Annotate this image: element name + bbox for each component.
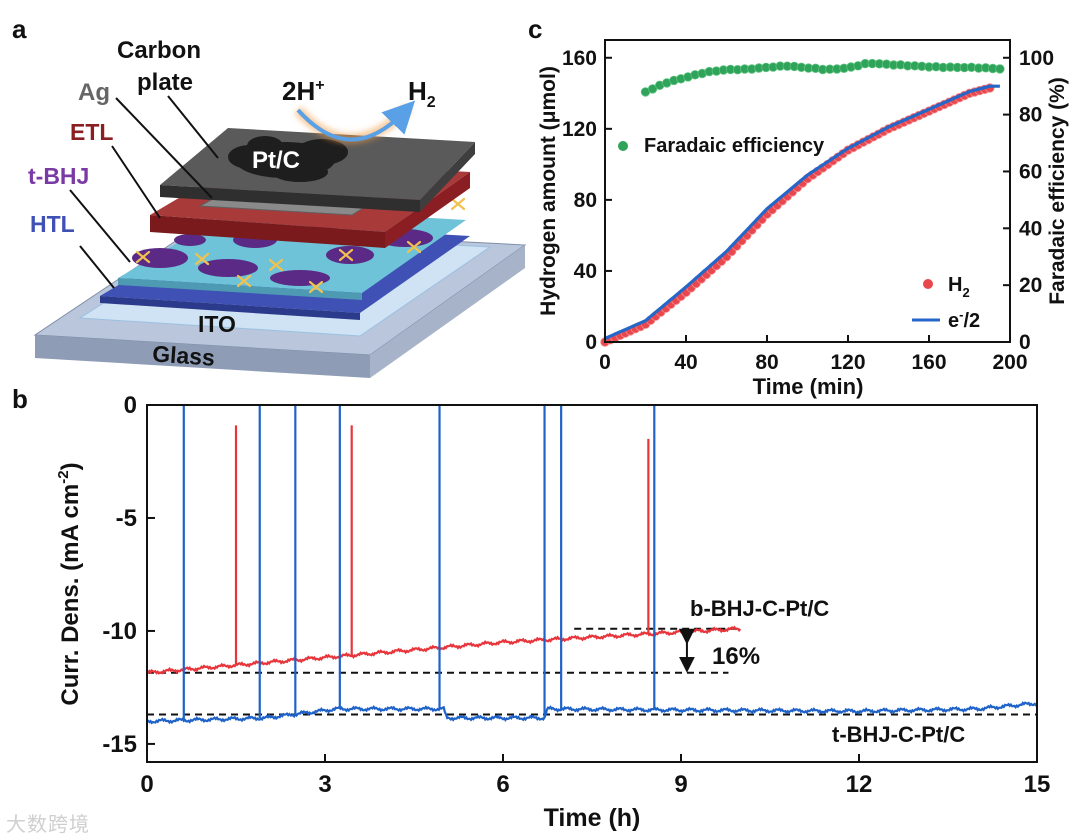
label-carbon-2: plate — [137, 69, 193, 96]
legend-h2-label: H2 — [948, 274, 970, 300]
carbon-plate-side — [420, 142, 475, 212]
c-ytick-label: 0 — [585, 331, 597, 354]
b-ytick-label: -10 — [102, 618, 137, 645]
c-ytick-right-label: 80 — [1019, 104, 1042, 127]
b-ytick-label: -15 — [102, 731, 137, 758]
label-ito: ITO — [198, 311, 236, 337]
c-xtick-label: 200 — [992, 351, 1027, 374]
b-xtick-label: 3 — [318, 771, 331, 798]
b-xtick-label: 6 — [496, 771, 509, 798]
b-ytick-label: 0 — [124, 392, 137, 419]
c-ytick-label: 120 — [562, 118, 597, 141]
trace-b-bhj — [146, 625, 742, 675]
device-schematic: Pt/C 2H+ H2 Carbon plate Ag ETL t-BHJ HT… — [28, 37, 527, 378]
c-ytick-label: 40 — [574, 260, 597, 283]
chart-current-density: 0 3 6 9 12 15 0 -5 -10 -15 Time (h) Curr. Dens. (… — [55, 392, 1050, 832]
chart-b-marks — [146, 405, 1038, 725]
legend-fe-marker — [618, 141, 628, 151]
label-etl: ETL — [70, 119, 113, 145]
annotation-t-label: t-BHJ-C-Pt/C — [832, 722, 965, 747]
star-markers — [135, 197, 466, 294]
b-xtick-label: 12 — [846, 771, 873, 798]
label-ptc: Pt/C — [252, 147, 300, 174]
chart-b-axes: 0 3 6 9 12 15 0 -5 -10 -15 — [102, 392, 1050, 798]
label-htl: HTL — [30, 211, 75, 237]
leader-etl — [111, 145, 161, 219]
c-ytick-right-label: 0 — [1019, 331, 1031, 354]
etl-layer-side — [385, 172, 470, 248]
c-ytick-right-label: 100 — [1019, 47, 1054, 70]
legend-fe-label: Faradaic efficiency — [644, 135, 825, 157]
c-xtick-label: 80 — [755, 351, 778, 374]
panel-label-c: c — [528, 14, 542, 44]
chart-c-marks — [600, 58, 1005, 347]
panel-label-a: a — [12, 14, 27, 44]
chart-c-ylabel: Hydrogen amount (μmol) — [537, 66, 560, 316]
htl-layer-front — [100, 296, 360, 320]
c-xtick-label: 160 — [911, 351, 946, 374]
b-xtick-label: 15 — [1024, 771, 1051, 798]
c-point-fe — [995, 64, 1005, 74]
reaction-arrow — [296, 100, 416, 142]
legend-h2-marker — [923, 279, 933, 289]
label-reactant: 2H+ — [282, 76, 325, 106]
ptc-catalyst — [228, 136, 348, 182]
carbon-plate-front — [160, 185, 420, 212]
chart-b-ylabel: Curr. Dens. (mA cm-2) — [55, 462, 84, 705]
chart-c-xlabel: Time (min) — [753, 374, 864, 399]
panel-label-b: b — [12, 384, 28, 414]
leader-tbhj — [69, 189, 131, 263]
c-ytick-right-label: 60 — [1019, 160, 1042, 183]
label-tbhj: t-BHJ — [28, 163, 89, 189]
chart-b-frame — [146, 404, 1038, 763]
chart-c-ylabel-right: Faradaic efficiency (%) — [1046, 77, 1069, 305]
c-ytick-right-label: 20 — [1019, 274, 1042, 297]
c-ytick-label: 80 — [574, 189, 597, 212]
c-xtick-label: 120 — [830, 351, 865, 374]
c-line-e-half — [604, 84, 1000, 340]
label-carbon-1: Carbon — [117, 37, 201, 64]
b-xtick-label: 0 — [140, 771, 153, 798]
label-ag: Ag — [78, 79, 110, 106]
annotation-percent: 16% — [712, 643, 760, 670]
label-glass: Glass — [151, 340, 215, 370]
trace-t-bhj — [146, 701, 1038, 725]
leader-htl — [79, 245, 115, 289]
leader-ag — [115, 97, 213, 199]
b-xtick-label: 9 — [674, 771, 687, 798]
c-ytick-right-label: 40 — [1019, 217, 1042, 240]
leader-carbon — [167, 95, 219, 159]
watermark-text: 大数跨境 — [6, 812, 90, 836]
annotation-b-label: b-BHJ-C-Pt/C — [690, 596, 829, 621]
label-product: H2 — [408, 76, 436, 111]
chart-c-frame — [604, 39, 1011, 343]
bhj-layer-front — [118, 278, 362, 300]
c-xtick-label: 40 — [674, 351, 697, 374]
c-ytick-label: 160 — [562, 47, 597, 70]
etl-layer-front — [150, 215, 385, 248]
c-xtick-label: 0 — [599, 351, 611, 374]
legend-e-label: e-/2 — [948, 307, 980, 332]
glass-layer-side — [370, 245, 525, 378]
chart-b-xlabel: Time (h) — [544, 804, 641, 832]
glass-layer-front — [35, 335, 370, 378]
b-ytick-label: -5 — [116, 505, 137, 532]
